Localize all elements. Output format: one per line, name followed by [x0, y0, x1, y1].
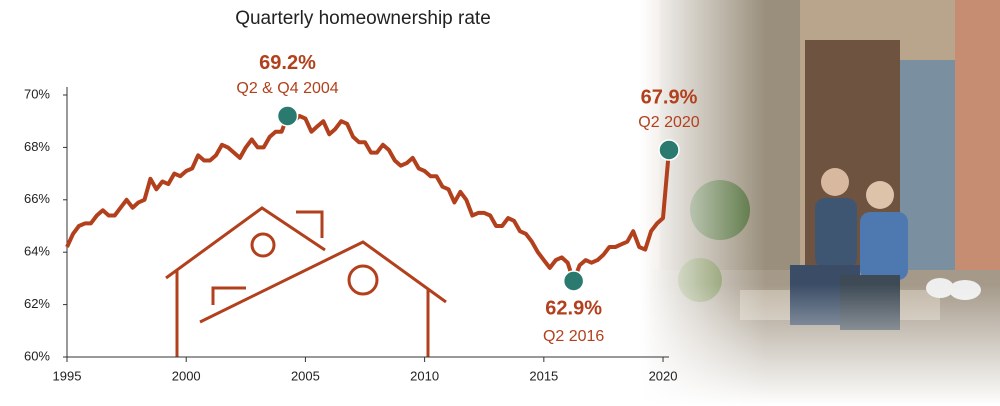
- highlight-value: 62.9%: [545, 297, 602, 319]
- x-tick-label: 2000: [172, 368, 201, 383]
- chart-title: Quarterly homeownership rate: [235, 8, 491, 29]
- highlight-dot: [562, 270, 585, 292]
- y-tick-label: 64%: [24, 244, 50, 259]
- y-tick-label: 60%: [24, 348, 50, 363]
- y-tick-label: 62%: [24, 296, 50, 311]
- y-tick-label: 70%: [24, 86, 50, 101]
- y-tick-label: 68%: [24, 139, 50, 154]
- highlight-value: 69.2%: [259, 52, 316, 74]
- photo: [640, 0, 1000, 406]
- x-tick-label: 2005: [291, 368, 320, 383]
- house-illustration: [165, 206, 447, 357]
- x-tick-label: 2010: [410, 368, 439, 383]
- x-tick-label: 2015: [529, 368, 558, 383]
- highlight-label: Q2 2016: [543, 328, 604, 345]
- highlight-value: 67.9%: [641, 86, 698, 108]
- line: [65, 114, 671, 283]
- x-tick-label: 1995: [53, 368, 82, 383]
- x-tick-label: 2020: [649, 368, 678, 383]
- highlight-label: Q2 & Q4 2004: [236, 80, 338, 97]
- y-tick-label: 66%: [24, 191, 50, 206]
- highlight-label: Q2 2020: [638, 114, 699, 131]
- highlight-dot: [658, 139, 680, 161]
- highlight-dot: [276, 105, 299, 127]
